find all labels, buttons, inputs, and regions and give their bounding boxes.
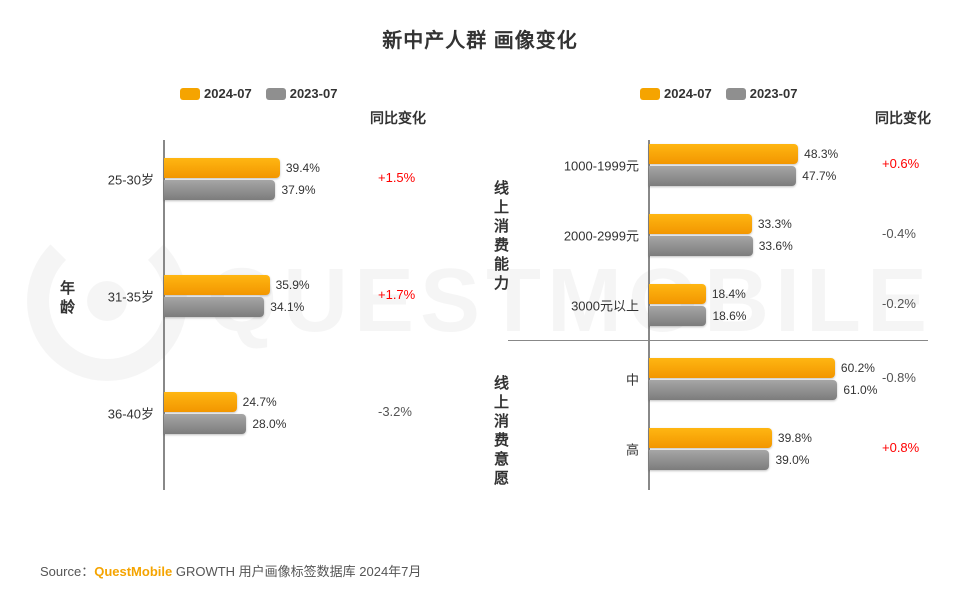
bar-group: 1000-1999元48.3%47.7%+0.6% [649,144,859,186]
bar-value: 39.4% [286,161,320,175]
bar-value: 33.3% [758,217,792,231]
delta-value: +0.8% [882,440,919,455]
bar-value: 48.3% [804,147,838,161]
bar-2023: 34.1% [164,297,264,317]
bar-value: 18.4% [712,287,746,301]
delta-value: +0.6% [882,156,919,171]
category-label: 2000-2999元 [564,226,639,245]
bar-group: 2000-2999元33.3%33.6%-0.4% [649,214,859,256]
bar-value: 47.7% [802,169,836,183]
source-line: Source：QuestMobile GROWTH 用户画像标签数据库 2024… [40,561,421,580]
category-label: 31-35岁 [108,287,154,306]
bar-2024: 60.2% [649,358,835,378]
bar-value: 35.9% [276,278,310,292]
vlabel-spend-ability: 线上消费能力 [490,180,511,294]
bar-2023: 39.0% [649,450,769,470]
bar-2023: 28.0% [164,414,246,434]
vlabel-spend-intent: 线上消费意愿 [490,375,511,489]
bar-value: 39.8% [778,431,812,445]
bar-value: 60.2% [841,361,875,375]
category-label: 25-30岁 [108,170,154,189]
bar-2024: 35.9% [164,275,270,295]
bar-2024: 48.3% [649,144,798,164]
category-label: 高 [626,440,639,459]
bar-2024: 33.3% [649,214,752,234]
bar-value: 18.6% [712,309,746,323]
bar-2024: 18.4% [649,284,706,304]
bar-2024: 39.4% [164,158,280,178]
delta-value: -0.2% [882,296,916,311]
delta-header-right: 同比变化 [875,108,931,128]
bar-group: 高39.8%39.0%+0.8% [649,428,859,470]
bar-value: 61.0% [843,383,877,397]
bar-2023: 37.9% [164,180,275,200]
delta-value: -3.2% [378,404,412,419]
bar-2023: 61.0% [649,380,837,400]
bar-value: 33.6% [759,239,793,253]
bar-group: 31-35岁35.9%34.1%+1.7% [164,275,364,317]
bar-2023: 18.6% [649,306,706,326]
bar-value: 39.0% [775,453,809,467]
category-label: 3000元以上 [571,296,639,315]
vlabel-age: 年龄 [56,280,77,318]
bar-value: 24.7% [243,395,277,409]
category-label: 中 [626,370,639,389]
page-title: 新中产人群 画像变化 [0,24,960,53]
bar-group: 3000元以上18.4%18.6%-0.2% [649,284,859,326]
section-divider [508,340,928,341]
delta-value: -0.4% [882,226,916,241]
delta-value: -0.8% [882,370,916,385]
bar-2024: 39.8% [649,428,772,448]
delta-header-left: 同比变化 [370,108,426,128]
legend-left: 2024-07 2023-07 [180,86,337,101]
delta-value: +1.7% [378,287,415,302]
bar-value: 28.0% [252,417,286,431]
bar-group: 中60.2%61.0%-0.8% [649,358,859,400]
bar-2023: 47.7% [649,166,796,186]
legend-right: 2024-07 2023-07 [640,86,797,101]
bar-group: 36-40岁24.7%28.0%-3.2% [164,392,364,434]
delta-value: +1.5% [378,170,415,185]
bar-value: 34.1% [270,300,304,314]
bar-value: 37.9% [281,183,315,197]
bar-2024: 24.7% [164,392,237,412]
category-label: 36-40岁 [108,404,154,423]
bar-group: 25-30岁39.4%37.9%+1.5% [164,158,364,200]
category-label: 1000-1999元 [564,156,639,175]
bar-2023: 33.6% [649,236,753,256]
